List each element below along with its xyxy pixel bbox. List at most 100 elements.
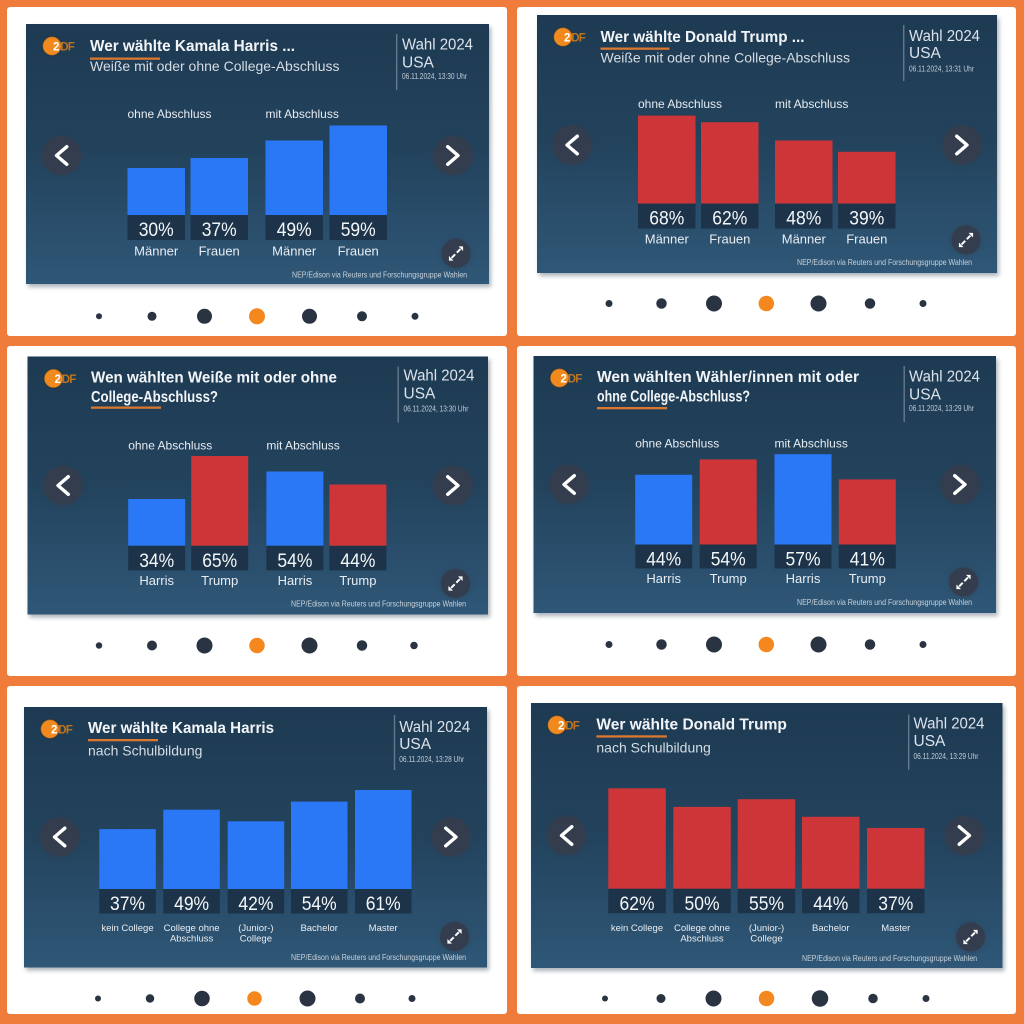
svg-text:DF: DF	[58, 724, 73, 736]
svg-text:54%: 54%	[302, 893, 337, 915]
svg-text:ohne College-Abschluss?: ohne College-Abschluss?	[597, 389, 750, 406]
svg-text:Abschluss: Abschluss	[170, 934, 214, 945]
svg-text:College ohne: College ohne	[164, 923, 220, 934]
svg-text:62%: 62%	[620, 893, 655, 915]
svg-text:DF: DF	[571, 32, 586, 44]
svg-text:37%: 37%	[202, 219, 237, 241]
svg-text:Wer wählte Kamala Harris: Wer wählte Kamala Harris	[88, 720, 274, 737]
svg-text:nach Schulbildung: nach Schulbildung	[596, 739, 710, 755]
svg-text:Harris: Harris	[278, 573, 313, 588]
svg-text:2: 2	[51, 725, 57, 737]
svg-text:37%: 37%	[878, 893, 913, 915]
svg-text:ohne Abschluss: ohne Abschluss	[128, 439, 212, 453]
svg-text:06.11.2024, 13:30 Uhr: 06.11.2024, 13:30 Uhr	[402, 71, 467, 81]
svg-text:NEP/Edison via Reuters und For: NEP/Edison via Reuters und Forschungsgru…	[291, 599, 466, 609]
svg-text:Weiße mit oder ohne College-Ab: Weiße mit oder ohne College-Abschluss	[601, 50, 851, 66]
svg-text:College: College	[240, 934, 272, 945]
svg-text:2: 2	[54, 374, 60, 386]
svg-text:NEP/Edison via Reuters und For: NEP/Edison via Reuters und Forschungsgru…	[797, 257, 972, 267]
svg-text:39%: 39%	[849, 208, 884, 230]
svg-text:Harris: Harris	[139, 573, 174, 588]
svg-text:DF: DF	[60, 41, 75, 53]
svg-text:(Junior-): (Junior-)	[749, 923, 784, 934]
svg-text:Männer: Männer	[134, 244, 179, 259]
svg-text:Wahl 2024: Wahl 2024	[909, 28, 980, 45]
svg-text:mit Abschluss: mit Abschluss	[775, 97, 848, 111]
svg-text:65%: 65%	[202, 550, 237, 572]
svg-text:Trump: Trump	[710, 571, 747, 586]
svg-text:44%: 44%	[646, 549, 681, 571]
svg-text:Frauen: Frauen	[338, 244, 379, 259]
svg-text:06.11.2024, 13:30 Uhr: 06.11.2024, 13:30 Uhr	[404, 403, 469, 413]
svg-text:USA: USA	[404, 385, 437, 402]
svg-text:41%: 41%	[850, 549, 885, 571]
svg-text:30%: 30%	[139, 219, 174, 241]
svg-text:68%: 68%	[649, 208, 684, 230]
svg-text:College-Abschluss?: College-Abschluss?	[91, 389, 218, 406]
svg-text:50%: 50%	[685, 893, 720, 915]
svg-text:kein College: kein College	[611, 923, 663, 934]
svg-text:Männer: Männer	[645, 232, 690, 247]
svg-text:61%: 61%	[366, 893, 401, 915]
svg-text:USA: USA	[399, 736, 432, 753]
svg-text:ohne Abschluss: ohne Abschluss	[128, 107, 212, 121]
svg-text:06.11.2024, 13:29 Uhr: 06.11.2024, 13:29 Uhr	[909, 403, 974, 413]
svg-text:Wahl 2024: Wahl 2024	[399, 719, 470, 736]
svg-text:06.11.2024, 13:29 Uhr: 06.11.2024, 13:29 Uhr	[914, 751, 979, 761]
svg-text:ohne Abschluss: ohne Abschluss	[635, 437, 719, 451]
svg-text:Trump: Trump	[201, 573, 238, 588]
svg-text:USA: USA	[909, 45, 942, 62]
svg-text:Wen wählten Wähler/innen mit o: Wen wählten Wähler/innen mit oder	[597, 369, 859, 386]
svg-text:Wer wählte Kamala Harris ...: Wer wählte Kamala Harris ...	[90, 38, 295, 55]
svg-text:NEP/Edison via Reuters und For: NEP/Edison via Reuters und Forschungsgru…	[291, 952, 466, 962]
svg-text:34%: 34%	[139, 550, 174, 572]
svg-text:Wahl 2024: Wahl 2024	[914, 715, 985, 732]
svg-text:Trump: Trump	[339, 573, 376, 588]
svg-text:College: College	[750, 934, 782, 945]
svg-text:DF: DF	[568, 373, 583, 385]
svg-text:49%: 49%	[174, 893, 209, 915]
svg-text:Wer wählte Donald Trump ...: Wer wählte Donald Trump ...	[601, 29, 805, 46]
svg-text:Bachelor: Bachelor	[812, 923, 850, 934]
svg-text:Frauen: Frauen	[846, 232, 887, 247]
svg-text:DF: DF	[62, 374, 77, 386]
svg-text:Frauen: Frauen	[199, 244, 240, 259]
svg-text:NEP/Edison via Reuters und For: NEP/Edison via Reuters und Forschungsgru…	[292, 270, 467, 280]
svg-text:USA: USA	[909, 387, 942, 404]
svg-text:Wahl 2024: Wahl 2024	[402, 37, 473, 54]
svg-text:Harris: Harris	[786, 571, 821, 586]
svg-text:NEP/Edison via Reuters und For: NEP/Edison via Reuters und Forschungsgru…	[802, 953, 977, 963]
svg-text:USA: USA	[914, 733, 947, 750]
svg-text:59%: 59%	[341, 219, 376, 241]
svg-text:mit Abschluss: mit Abschluss	[775, 437, 848, 451]
svg-text:College ohne: College ohne	[674, 923, 730, 934]
svg-text:Männer: Männer	[272, 244, 317, 259]
svg-text:Harris: Harris	[646, 571, 681, 586]
svg-text:ohne Abschluss: ohne Abschluss	[638, 97, 722, 111]
svg-text:nach Schulbildung: nach Schulbildung	[88, 742, 202, 758]
svg-text:06.11.2024, 13:31 Uhr: 06.11.2024, 13:31 Uhr	[909, 64, 974, 74]
svg-text:mit Abschluss: mit Abschluss	[266, 107, 339, 121]
svg-text:Wahl 2024: Wahl 2024	[404, 368, 475, 385]
svg-text:44%: 44%	[813, 893, 848, 915]
svg-text:2: 2	[564, 33, 570, 45]
svg-text:Bachelor: Bachelor	[300, 923, 338, 934]
svg-text:62%: 62%	[712, 208, 747, 230]
svg-text:48%: 48%	[786, 208, 821, 230]
svg-text:49%: 49%	[277, 219, 312, 241]
svg-text:55%: 55%	[749, 893, 784, 915]
svg-text:USA: USA	[402, 55, 435, 72]
svg-text:2: 2	[560, 374, 566, 386]
svg-text:Männer: Männer	[782, 232, 827, 247]
svg-text:Wahl 2024: Wahl 2024	[909, 369, 980, 386]
svg-text:Master: Master	[881, 923, 910, 934]
svg-text:Weiße mit oder ohne College-Ab: Weiße mit oder ohne College-Abschluss	[90, 58, 340, 74]
svg-text:Abschluss: Abschluss	[680, 934, 724, 945]
svg-text:mit Abschluss: mit Abschluss	[266, 439, 339, 453]
svg-text:54%: 54%	[277, 550, 312, 572]
svg-text:Master: Master	[369, 923, 398, 934]
svg-text:Frauen: Frauen	[709, 232, 750, 247]
svg-text:54%: 54%	[711, 549, 746, 571]
svg-text:2: 2	[53, 42, 59, 54]
svg-text:Wer wählte Donald Trump: Wer wählte Donald Trump	[596, 716, 787, 733]
